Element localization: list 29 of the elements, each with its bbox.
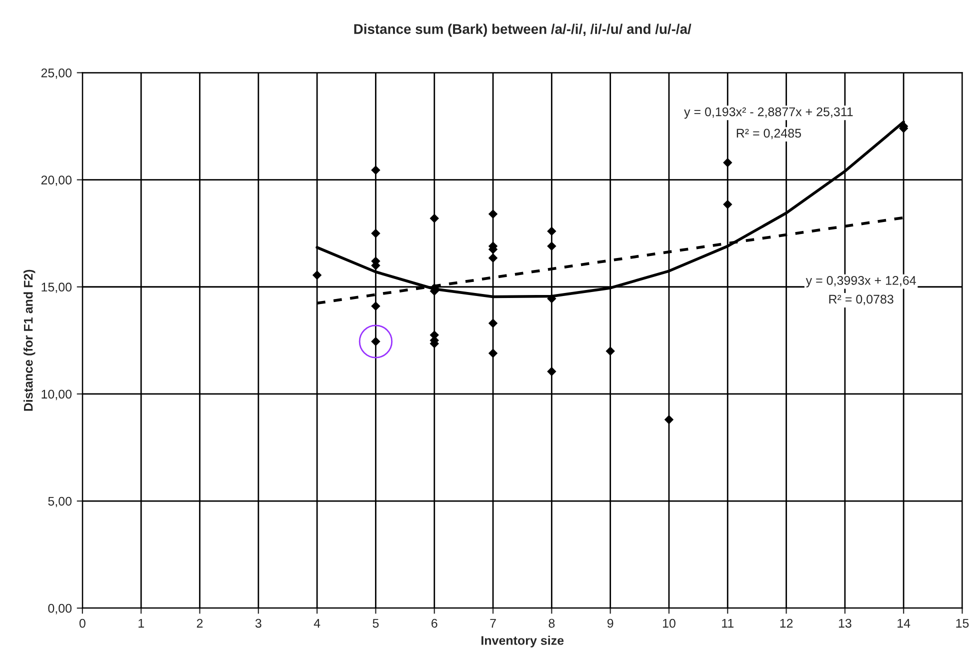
annotation: R² = 0,0783 [829, 294, 894, 306]
x-tick-label: 2 [196, 618, 203, 628]
x-tick-label: 7 [490, 618, 496, 628]
y-tick-label: 10,00 [42, 390, 72, 400]
annotation: y = 0,3993x + 12,64 [806, 276, 916, 288]
x-tick-label: 6 [432, 618, 438, 628]
x-tick-label: 14 [898, 618, 910, 628]
y-tick-label: 15,00 [42, 282, 72, 294]
x-tick-label: 12 [780, 618, 793, 628]
x-tick-label: 13 [838, 618, 852, 628]
x-tick-label: 9 [607, 618, 614, 628]
y-tick-label: 0,00 [48, 604, 72, 614]
x-tick-label: 8 [548, 618, 555, 628]
y-axis-title: Distance (for F1 and F2) [24, 270, 36, 411]
x-tick-label: 15 [956, 618, 969, 628]
x-tick-label: 10 [662, 618, 676, 628]
annotation: y = 0,193x² - 2,8877x + 25,311 [684, 107, 853, 119]
x-tick-label: 11 [722, 618, 734, 628]
y-tick-label: 25,00 [41, 68, 72, 79]
x-tick-label: 0 [79, 618, 86, 628]
x-tick-label: 5 [372, 618, 379, 628]
y-tick-label: 20,00 [41, 176, 72, 186]
x-tick-label: 3 [255, 618, 262, 628]
x-tick-label: 4 [314, 618, 320, 628]
x-tick-label: 1 [138, 618, 144, 628]
chart-title: Distance sum (Bark) between /a/-/i/, /i/-/u/ and /u/-/a/ [354, 24, 692, 37]
annotation: R² = 0,2485 [736, 128, 801, 140]
x-axis-title: Inventory size [482, 636, 564, 648]
y-tick-label: 5,00 [48, 496, 72, 508]
